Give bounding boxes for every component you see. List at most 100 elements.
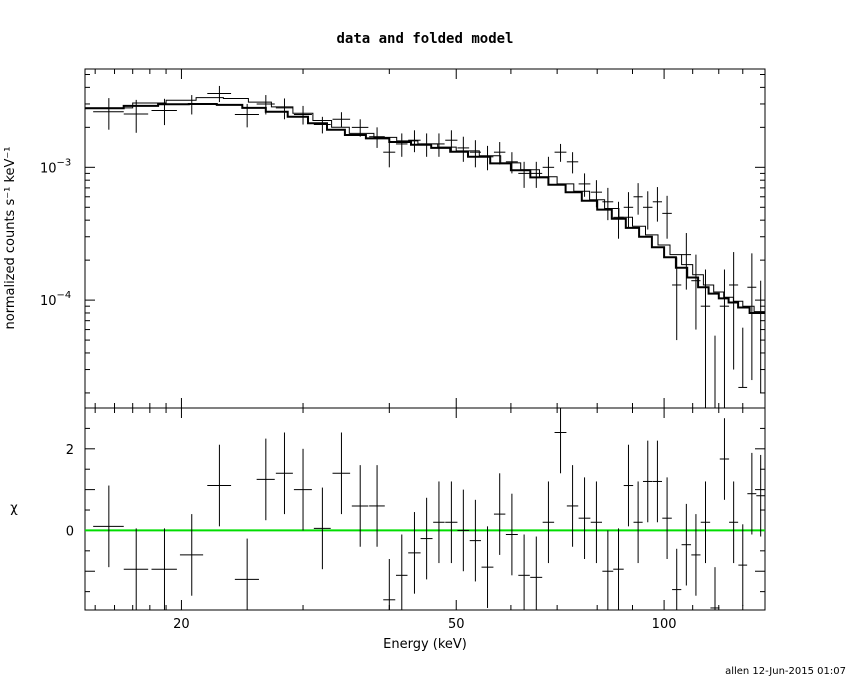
- data-point: [332, 112, 351, 128]
- data-point: [672, 257, 682, 341]
- bottom-axis-ticks: [85, 407, 766, 610]
- residual-point: [151, 528, 177, 610]
- residual-point: [275, 432, 293, 515]
- data-point: [602, 187, 614, 221]
- residual-point: [93, 485, 124, 568]
- data-point: [505, 152, 518, 174]
- folded-model-curve: [85, 103, 765, 314]
- x-tick-label: 100: [652, 617, 677, 632]
- y-tick-label: 10−3: [40, 157, 71, 176]
- data-point: [395, 133, 408, 157]
- data-point: [623, 192, 634, 228]
- data-point: [756, 280, 765, 393]
- residual-point: [662, 477, 672, 559]
- x-tick-labels: 20 50 100: [173, 617, 676, 632]
- data-point: [662, 195, 672, 239]
- top-y-axis-label: normalized counts s⁻¹ keV⁻¹: [3, 147, 18, 330]
- residual-point: [602, 530, 614, 610]
- data-point: [151, 98, 177, 126]
- data-point: [481, 145, 494, 171]
- data-point: [566, 152, 579, 174]
- data-point: [542, 156, 555, 181]
- residual-point: [681, 503, 692, 586]
- x-tick-label: 20: [173, 617, 190, 632]
- data-point: [179, 95, 204, 115]
- data-points: [93, 85, 765, 409]
- residual-point: [207, 444, 232, 527]
- residual-point: [747, 452, 757, 535]
- data-point: [123, 99, 149, 133]
- residual-point: [313, 487, 331, 570]
- bottom-panel: 02 20 50 100 χ Energy (keV): [10, 407, 766, 652]
- data-point: [518, 161, 530, 188]
- data-point: [408, 130, 421, 153]
- residual-point: [530, 536, 543, 610]
- residual-point: [613, 528, 624, 610]
- data-point: [351, 119, 369, 137]
- data-point: [613, 201, 624, 239]
- data-point: [530, 161, 543, 188]
- data-point: [691, 254, 701, 330]
- residual-point: [652, 440, 662, 523]
- residual-point: [256, 438, 275, 521]
- data-point: [420, 133, 433, 157]
- model-curves: [85, 97, 765, 314]
- chart-title: data and folded model: [336, 31, 513, 47]
- data-point: [738, 327, 748, 388]
- residual-point: [408, 512, 421, 594]
- data-point: [578, 173, 591, 197]
- residual-point: [518, 534, 530, 610]
- residual-point: [395, 534, 408, 610]
- residual-point: [445, 481, 458, 564]
- data-point: [275, 98, 293, 120]
- data-point: [445, 130, 458, 153]
- residual-point: [457, 489, 470, 572]
- residual-point: [700, 481, 711, 564]
- residual-point: [756, 454, 765, 537]
- data-point: [493, 142, 506, 165]
- data-point: [313, 116, 331, 134]
- residual-point: [542, 481, 555, 564]
- bottom-plot-frame: [84, 407, 766, 611]
- data-point: [681, 233, 692, 290]
- residual-point: [383, 558, 396, 610]
- residual-point: [481, 526, 494, 608]
- data-point: [433, 133, 445, 157]
- data-point: [710, 335, 720, 409]
- data-point: [554, 143, 567, 162]
- residual-point: [578, 477, 591, 559]
- x-tick-label: 50: [448, 617, 465, 632]
- residual-point: [469, 499, 481, 582]
- top-plot-frame: [84, 68, 766, 409]
- data-point: [207, 85, 232, 103]
- data-point: [652, 187, 662, 222]
- residual-point: [369, 465, 385, 547]
- residual-point: [642, 440, 653, 523]
- residual-point: [420, 497, 433, 580]
- residual-point: [433, 481, 445, 564]
- data-point: [383, 140, 396, 168]
- data-point: [469, 140, 481, 168]
- residual-point: [505, 493, 518, 576]
- bottom-y-tick-labels: 02: [66, 443, 74, 540]
- y-tick-label: 2: [66, 443, 74, 458]
- residual-point: [738, 524, 748, 606]
- residual-point: [493, 473, 506, 555]
- data-point: [590, 180, 603, 208]
- bottom-y-axis-label: χ: [10, 501, 18, 516]
- data-point: [93, 98, 124, 130]
- data-point: [234, 103, 259, 128]
- data-point: [633, 183, 643, 215]
- data-point: [747, 253, 757, 381]
- data-point: [369, 127, 385, 148]
- residual-point: [729, 481, 739, 564]
- y-tick-label: 0: [66, 524, 74, 539]
- top-panel: 10−3 10−4 normalized counts s⁻¹ keV⁻¹: [3, 68, 766, 409]
- top-y-tick-labels: 10−3 10−4: [40, 157, 71, 309]
- top-axis-ticks: [85, 69, 766, 408]
- residual-point: [554, 408, 567, 474]
- data-point: [719, 269, 730, 408]
- residual-point: [710, 567, 720, 610]
- data-point: [293, 105, 312, 125]
